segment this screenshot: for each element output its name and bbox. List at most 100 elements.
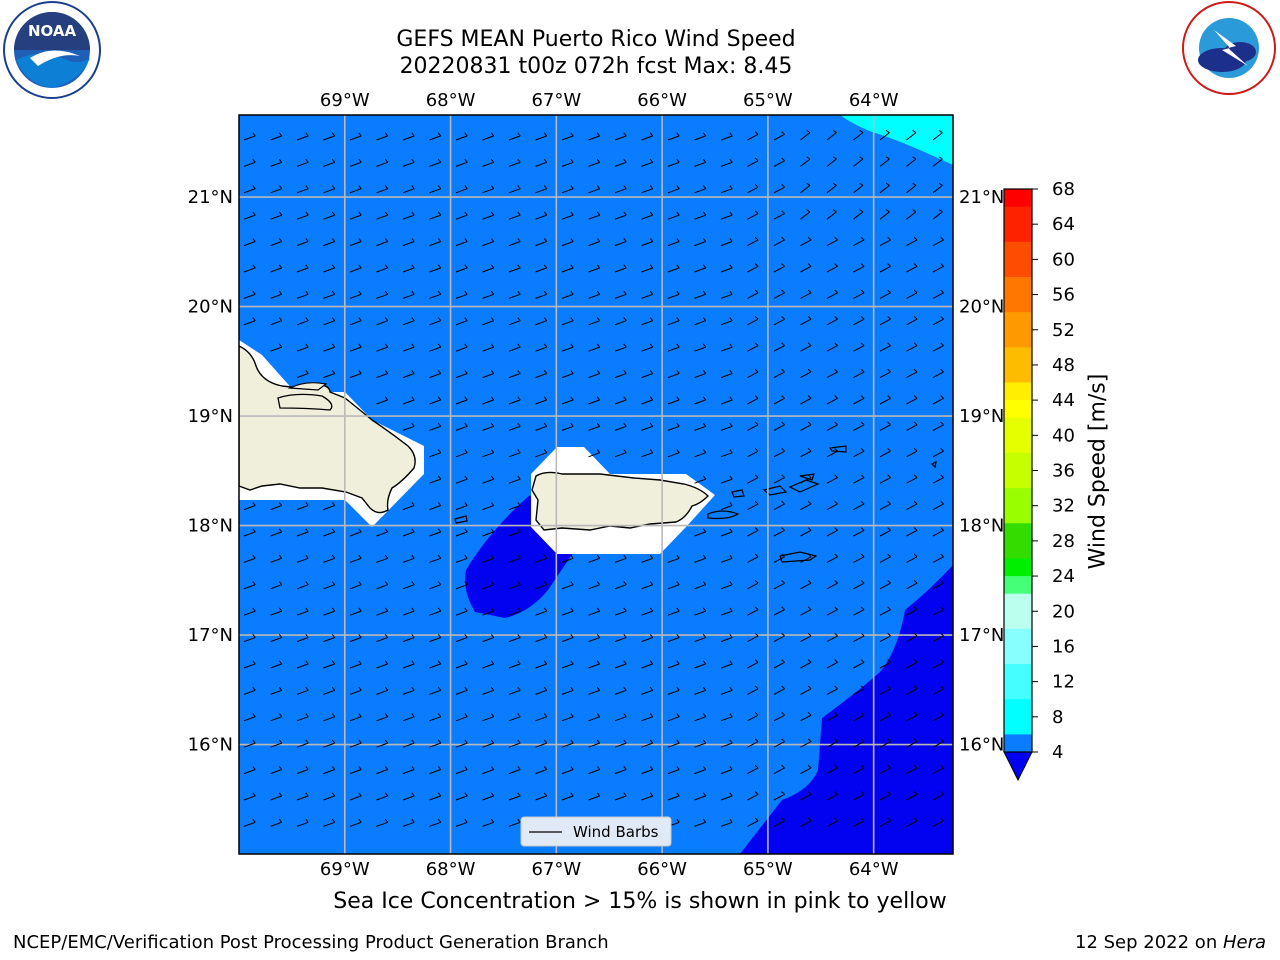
wind-barb (508, 713, 521, 722)
wind-barb (455, 528, 468, 537)
wind-barb (429, 766, 442, 775)
wind-barb (720, 264, 733, 273)
wind-barb (482, 185, 495, 194)
wind-barb (508, 370, 521, 379)
wind-barb (482, 211, 495, 220)
wind-barb (349, 264, 362, 273)
wind-barb (508, 422, 521, 431)
wind-barb (667, 766, 680, 775)
colorbar-subband (1004, 664, 1032, 683)
colorbar-ticks: 68 64 60 56 52 48 44 40 36 32 28 24 20 16 12 8 4 (1032, 179, 1075, 763)
wind-barb (535, 158, 548, 167)
wind-barb (694, 343, 707, 352)
wind-barb (243, 502, 256, 511)
wind-barb (853, 236, 865, 247)
colorbar-subband (1004, 206, 1032, 225)
colorbar-subband (1004, 593, 1032, 612)
wind-barb (800, 182, 811, 194)
wind-barb (826, 500, 838, 511)
wind-barb (800, 527, 812, 537)
wind-barb (376, 238, 389, 247)
wind-barb (667, 370, 680, 379)
wind-barb (773, 131, 785, 141)
wind-barb (349, 343, 362, 352)
wind-barb (800, 342, 812, 352)
wind-barb (296, 634, 309, 643)
wind-barb (296, 660, 309, 669)
wind-barb (561, 211, 574, 220)
wind-barb (614, 686, 627, 695)
wind-barb (323, 317, 336, 326)
wind-barb (906, 712, 918, 722)
wind-barb (296, 739, 309, 748)
wind-barb (455, 449, 468, 458)
wind-barb (429, 370, 442, 379)
wind-barb (800, 474, 812, 484)
wind-barb (561, 317, 574, 326)
colorbar-extend-arrow (1003, 751, 1033, 782)
wind-barb (932, 817, 944, 827)
wind-barb (561, 238, 574, 247)
wind-barb (853, 474, 865, 484)
wind-barb (826, 632, 838, 643)
wind-barb (641, 211, 654, 220)
wind-barb (376, 792, 389, 801)
lat-label-left: 17°N (188, 625, 233, 646)
wind-barb (455, 739, 468, 748)
wind-barb (641, 422, 654, 431)
wind-barb (853, 606, 865, 616)
wind-barb (376, 634, 389, 643)
wind-barb (296, 185, 309, 194)
wind-barb (720, 317, 733, 326)
longitude-labels-top: 69°W 68°W 67°W 66°W 65°W 64°W (320, 90, 899, 111)
wind-barb (826, 712, 838, 722)
wind-barb (773, 368, 785, 379)
wind-barb (906, 764, 918, 775)
wind-barb (667, 739, 680, 748)
wind-barb (906, 368, 918, 379)
wind-barb (323, 185, 336, 194)
wind-barb (296, 686, 309, 695)
wind-barb (535, 238, 548, 247)
wind-barb (879, 263, 891, 273)
wind-barb (720, 211, 733, 220)
wind-barb (482, 502, 495, 511)
wind-barb (879, 474, 891, 484)
wind-barb (508, 449, 521, 458)
wind-barb (614, 766, 627, 775)
wind-barb (667, 581, 680, 590)
wind-barb (853, 448, 865, 458)
wind-barb (641, 686, 654, 695)
wind-barb (455, 211, 468, 220)
wind-barb (641, 792, 654, 801)
wind-barb (429, 792, 442, 801)
wind-barb (455, 475, 468, 484)
wind-barb (773, 685, 785, 695)
wind-barb (694, 158, 707, 167)
lat-label-right: 16°N (959, 735, 1004, 756)
wind-barb (455, 185, 468, 194)
wind-barb (641, 370, 654, 379)
wind-barb (508, 502, 521, 511)
wind-barb (508, 792, 521, 801)
wind-barb (429, 634, 442, 643)
wind-barb (270, 581, 283, 590)
wind-barb (402, 528, 415, 537)
wind-barb (270, 660, 283, 669)
wind-barb (455, 290, 468, 299)
wind-barb (747, 738, 759, 748)
wind-barb (482, 370, 495, 379)
wind-barb (800, 764, 812, 775)
wind-barb (270, 713, 283, 722)
wind-barb (694, 686, 707, 695)
wind-barb (932, 527, 944, 537)
wind-barb (270, 607, 283, 616)
wind-barb (747, 764, 759, 775)
wind-barb (535, 370, 548, 379)
wind-barb (270, 686, 283, 695)
wind-barb (429, 264, 442, 273)
wind-barb (800, 395, 812, 405)
wind-barb (349, 238, 362, 247)
colorbar-tick-label: 60 (1052, 249, 1075, 270)
wind-barb (455, 317, 468, 326)
